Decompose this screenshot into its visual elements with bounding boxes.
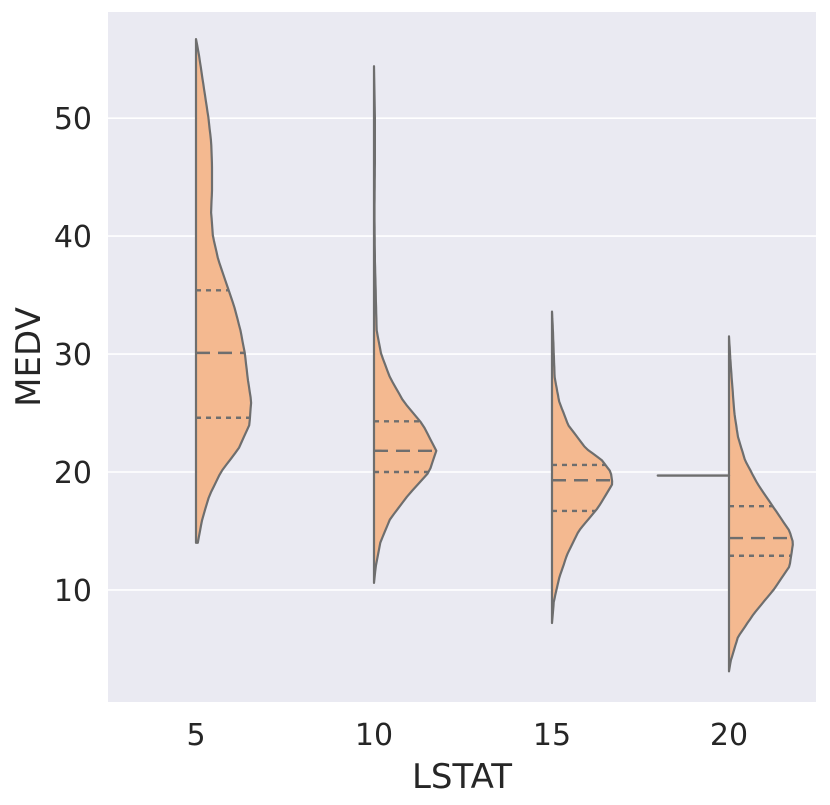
y-tick-label: 40 (54, 220, 92, 255)
y-tick-label: 50 (54, 102, 92, 137)
x-axis-label: LSTAT (412, 757, 512, 797)
violin-15 (550, 310, 614, 625)
x-tick-labels: 5 10 15 20 (186, 718, 748, 753)
y-tick-labels: 10 20 30 40 50 (54, 102, 92, 609)
x-tick-label: 20 (710, 718, 748, 753)
violin-marks (194, 38, 794, 673)
x-tick-label: 10 (355, 718, 393, 753)
y-tick-label: 30 (54, 338, 92, 373)
x-tick-label: 15 (533, 718, 571, 753)
y-axis-label: MEDV (9, 307, 49, 407)
y-tick-label: 20 (54, 456, 92, 491)
y-tick-label: 10 (54, 574, 92, 609)
x-tick-label: 5 (186, 718, 205, 753)
violin-10 (372, 65, 438, 584)
violin-20 (727, 335, 794, 673)
